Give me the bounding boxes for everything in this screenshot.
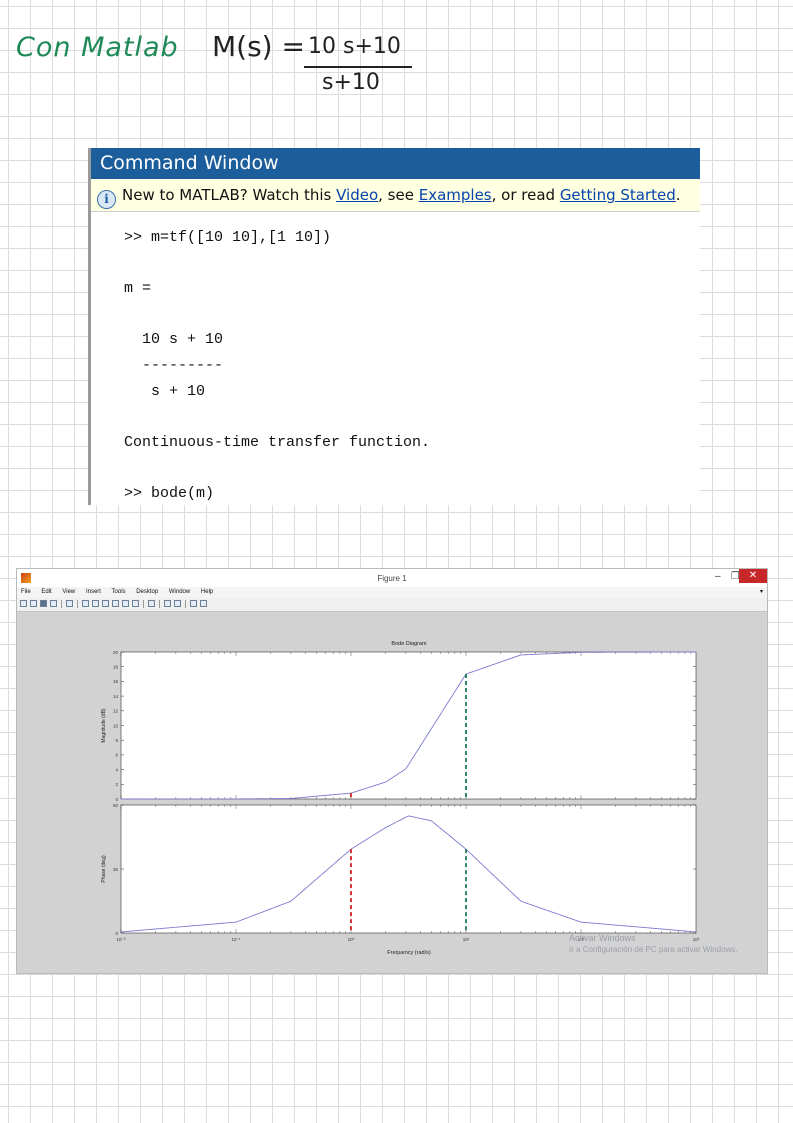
menu-desktop[interactable]: Desktop	[136, 589, 159, 595]
command-line: m =	[124, 280, 152, 298]
y-tick-label: 16	[113, 679, 119, 684]
figure-titlebar[interactable]: Figure 1 – ❐ ✕	[17, 569, 767, 587]
command-output[interactable]: >> m=tf([10 10],[1 10]) m = 10 s + 10 --…	[91, 212, 700, 505]
y-tick-label: 30	[113, 867, 119, 872]
x-tick-label: 10²	[578, 937, 585, 942]
transfer-function-denominator: s+10	[322, 70, 380, 95]
save-icon[interactable]	[40, 600, 47, 607]
menu-edit[interactable]: Edit	[41, 589, 52, 595]
figure-title: Figure 1	[377, 574, 407, 583]
brush-icon[interactable]	[132, 600, 139, 607]
phase-axes	[120, 804, 697, 934]
info-banner: i New to MATLAB? Watch this Video, see Ex…	[91, 179, 700, 212]
maximize-button[interactable]: ❐	[731, 571, 740, 582]
open-file-icon[interactable]	[30, 600, 37, 607]
toolbar-separator	[77, 600, 78, 608]
magnitude-axes	[120, 651, 697, 800]
phase-series-line	[120, 815, 697, 933]
command-line	[124, 251, 700, 277]
magnitude-series-line	[121, 651, 696, 800]
chart-title: Bode Diagram	[391, 641, 427, 647]
menu-help[interactable]: Help	[200, 589, 214, 595]
command-window-title: Command Window	[91, 148, 700, 179]
toolbar-separator	[185, 600, 186, 608]
command-line	[124, 404, 700, 430]
banner-text: , see	[378, 186, 419, 204]
x-tick-label: 10⁰	[348, 937, 355, 942]
menu-view[interactable]: View	[62, 589, 76, 595]
y-tick-label: 20	[113, 650, 119, 655]
colorbar-icon[interactable]	[164, 600, 171, 607]
print-icon[interactable]	[50, 600, 57, 607]
menu-window[interactable]: Window	[168, 589, 191, 595]
toolbar-separator	[143, 600, 144, 608]
bode-plot-canvas: Bode Diagram Frequency (rad/s) 10 ′ 0246…	[101, 641, 700, 956]
command-line: >> bode(m)	[124, 484, 215, 502]
legend-icon[interactable]	[174, 600, 181, 607]
figure-toolbar	[17, 598, 767, 612]
info-icon: i	[97, 190, 116, 209]
y-tick-label: 12	[113, 709, 119, 714]
watermark-line: Activar Windows	[569, 933, 636, 943]
command-line: >> m=tf([10 10],[1 10])	[124, 229, 332, 246]
watermark-line: Ir a Configuración de PC para activar Wi…	[569, 945, 738, 954]
y-axis-label: Magnitude (dB)	[101, 708, 107, 743]
transfer-function-numerator: 10 s+10	[308, 34, 401, 59]
handwritten-title: Con Matlab	[16, 32, 179, 63]
close-button[interactable]: ✕	[739, 569, 767, 583]
command-line: Continuous-time transfer function.	[124, 433, 431, 451]
command-line: s + 10	[124, 382, 206, 400]
x-tick-label: 10⁻¹	[232, 937, 241, 942]
y-tick-label: 8	[115, 738, 118, 743]
pan-icon[interactable]	[102, 600, 109, 607]
x-axis-label: Frequency (rad/s)	[387, 950, 431, 956]
video-link[interactable]: Video	[336, 186, 379, 204]
toolbar-separator	[61, 600, 62, 608]
menu-insert[interactable]: Insert	[85, 589, 101, 595]
link-plot-icon[interactable]	[148, 600, 155, 607]
examples-link[interactable]: Examples	[418, 186, 492, 204]
minimize-button[interactable]: –	[715, 571, 721, 582]
command-line: 10 s + 10	[124, 331, 224, 349]
data-cursor-icon[interactable]	[122, 600, 129, 607]
new-figure-icon[interactable]	[20, 600, 27, 607]
command-window: Command Window i New to MATLAB? Watch thi…	[88, 148, 700, 505]
command-line	[124, 455, 700, 481]
banner-text: , or read	[491, 186, 560, 204]
getting-started-link[interactable]: Getting Started	[559, 186, 676, 204]
banner-text: .	[675, 186, 681, 204]
y-tick-label: 0	[115, 797, 118, 802]
zoom-out-icon[interactable]	[92, 600, 99, 607]
toolbar-separator	[159, 600, 160, 608]
y-tick-label: 14	[113, 694, 119, 699]
menu-tools[interactable]: Tools	[111, 589, 126, 595]
transfer-function-lhs: M(s) =	[212, 30, 305, 63]
x-tick-label: 10⁻²	[117, 937, 126, 942]
y-tick-label: 18	[113, 665, 119, 670]
y-tick-label: 10	[113, 723, 119, 728]
matlab-logo-icon	[21, 573, 31, 583]
hide-tools-icon[interactable]	[190, 600, 197, 607]
x-tick-label: 10³	[693, 937, 700, 942]
command-line	[124, 302, 700, 328]
fraction-bar	[304, 66, 412, 68]
figure-menubar: File Edit View Insert Tools Desktop Wind…	[17, 587, 767, 598]
x-tick-label: 10¹	[463, 937, 470, 942]
y-tick-label: 6	[115, 753, 118, 758]
y-tick-label: 4	[115, 767, 118, 772]
y-tick-label: 0	[115, 931, 118, 936]
menu-file[interactable]: File	[21, 589, 31, 595]
rotate-icon[interactable]	[112, 600, 119, 607]
activation-watermark: Activar Windows Ir a Configuración de PC…	[569, 933, 738, 955]
menubar-arrow-icon[interactable]: ▾	[759, 589, 763, 595]
banner-text: New to MATLAB? Watch this	[122, 186, 337, 204]
command-line: ---------	[124, 356, 224, 374]
zoom-in-icon[interactable]	[82, 600, 89, 607]
y-axis-label: Phase (deg)	[101, 855, 107, 883]
y-tick-label: 60	[113, 803, 119, 808]
edit-plot-icon[interactable]	[66, 600, 73, 607]
show-tools-icon[interactable]	[200, 600, 207, 607]
y-tick-label: 2	[115, 782, 118, 787]
figure-window: Figure 1 – ❐ ✕ File Edit View Insert Too…	[16, 568, 768, 974]
